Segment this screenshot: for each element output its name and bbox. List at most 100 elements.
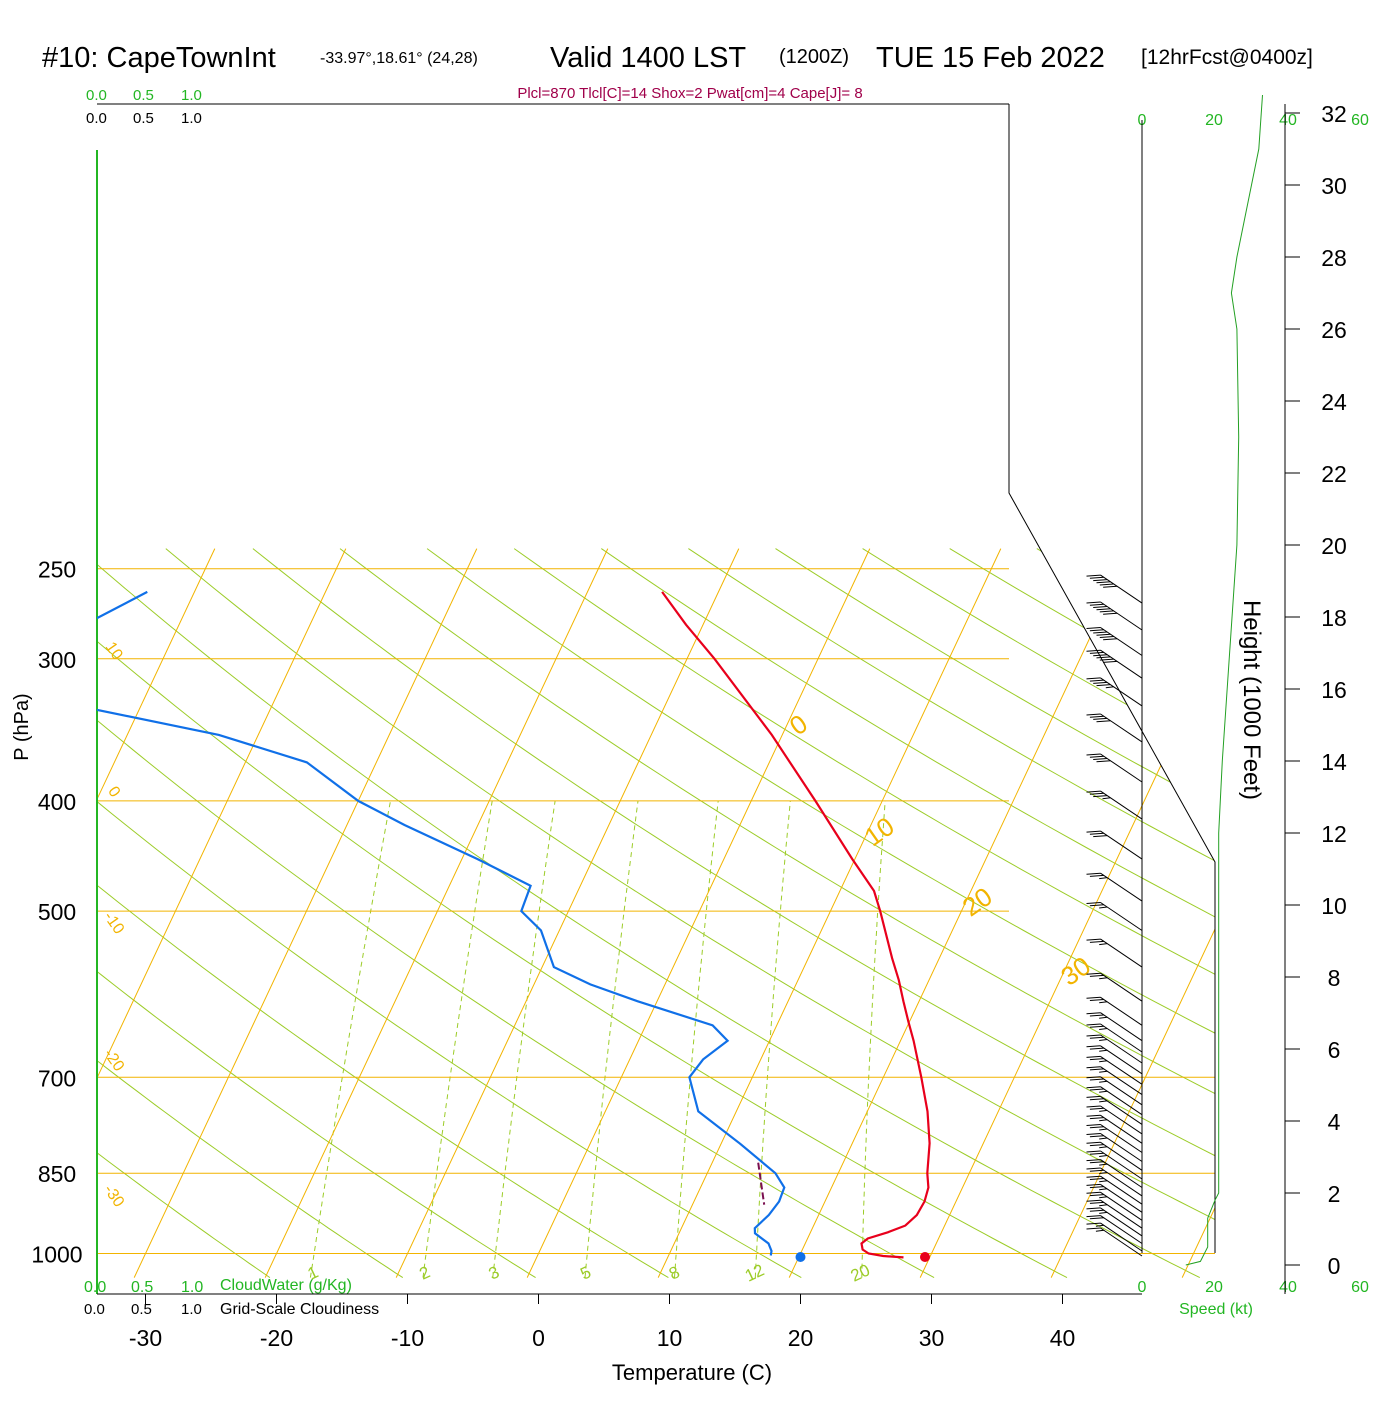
speed-scale-bottom: 0 20 40 60 Speed (kt)	[1138, 1279, 1369, 1318]
x-tick-label: 20	[788, 1325, 814, 1351]
height-tick-label: 2	[1328, 1181, 1341, 1207]
wind-barb	[1087, 754, 1143, 782]
isotherm	[789, 549, 1132, 1278]
pressure-tick-label: 300	[38, 647, 76, 673]
mixing-ratio-label: 8	[666, 1262, 683, 1283]
cloudwater-tick: 0.0	[84, 1279, 106, 1296]
isotherm-label: 20	[957, 881, 998, 922]
height-tick-label: 6	[1328, 1037, 1341, 1063]
wind-barb	[1087, 714, 1143, 742]
sounding-profiles	[4, 592, 930, 1258]
pressure-tick-label: 250	[38, 557, 76, 583]
mixing-ratio-line	[585, 801, 638, 1278]
mixing-ratio-label: 20	[848, 1260, 873, 1285]
isotherm-label: -30	[100, 1182, 127, 1211]
cloudwater-tick: 1.0	[181, 87, 202, 104]
mixing-ratio-label: 12	[742, 1260, 767, 1285]
wind-barb	[1087, 973, 1143, 1001]
x-tick-label: -30	[129, 1325, 162, 1351]
x-tick-label: -20	[260, 1325, 293, 1351]
wind-barb	[1087, 1087, 1143, 1115]
height-tick-label: 0	[1328, 1253, 1341, 1279]
pressure-tick-label: 850	[38, 1161, 76, 1187]
cloudwater-tick: 0.0	[86, 87, 107, 104]
height-tick-label: 32	[1321, 101, 1347, 127]
height-tick-label: 8	[1328, 965, 1341, 991]
isotherm-label: 0	[784, 708, 813, 741]
isotherm	[265, 549, 608, 1278]
x-tick-label: 0	[532, 1325, 545, 1351]
mixing-ratio-label: 5	[577, 1262, 594, 1283]
isotherm-label: -10	[100, 909, 127, 938]
dry-adiabat	[0, 549, 934, 1278]
isotherm	[527, 549, 870, 1278]
height-tick-label: 12	[1321, 821, 1347, 847]
frame-right	[1009, 104, 1215, 1253]
mixing-ratio-line	[310, 801, 390, 1278]
station-title: #10: CapeTownInt	[42, 42, 276, 74]
y2-axis-title: Height (1000 Feet)	[1238, 600, 1265, 800]
dry-adiabat	[863, 549, 1400, 1278]
dry-adiabat	[1298, 549, 1400, 1278]
wind-barb	[1087, 1096, 1143, 1124]
mixing-ratio-label: 2	[416, 1262, 433, 1283]
speed-tick: 60	[1351, 112, 1369, 129]
wind-barb	[1087, 1208, 1143, 1236]
height-tick-label: 22	[1321, 461, 1347, 487]
isotherm-label: 10	[859, 811, 900, 852]
wind-barb	[1087, 997, 1143, 1025]
isotherm	[396, 549, 739, 1278]
height-tick-label: 20	[1321, 533, 1347, 559]
valid-time: Valid 1400 LST	[550, 42, 746, 74]
cloudiness-tick: 1.0	[181, 1301, 202, 1318]
plot-frame	[97, 104, 1215, 1294]
sounding-indices: Plcl=870 Tlcl[C]=14 Shox=2 Pwat[cm]=4 Ca…	[517, 85, 862, 102]
mixing-ratio-line	[862, 801, 885, 1278]
pressure-tick-label: 700	[38, 1065, 76, 1091]
speed-tick: 20	[1205, 1279, 1223, 1296]
wind-barb	[1087, 628, 1143, 656]
mixing-ratio-label: 3	[486, 1262, 503, 1283]
cloudiness-label: Grid-Scale Cloudiness	[220, 1301, 379, 1318]
cloudwater-tick: 0.5	[133, 87, 154, 104]
height-tick-label: 4	[1328, 1109, 1341, 1135]
x-axis-title: Temperature (C)	[612, 1360, 772, 1385]
mixing-ratio-line	[755, 801, 790, 1278]
speed-label: Speed (kt)	[1179, 1301, 1253, 1318]
cloudwater-tick: 1.0	[181, 1279, 203, 1296]
wind-barb	[1087, 1077, 1143, 1105]
dry-adiabat	[1385, 549, 1400, 1278]
dry-adiabat	[776, 549, 1400, 1278]
dry-adiabat	[0, 549, 801, 1278]
dry-adiabat	[0, 549, 668, 1278]
dry-adiabat	[0, 549, 1067, 1278]
wind-barb	[1087, 650, 1143, 678]
cloud-scale-top: 0.0 0.5 1.0 0.0 0.5 1.0	[86, 87, 202, 127]
surface-dewpoint-dot	[796, 1252, 806, 1262]
height-tick-label: 14	[1321, 749, 1347, 775]
height-tick-label: 24	[1321, 389, 1347, 415]
dry-adiabat	[166, 549, 1333, 1278]
speed-tick: 40	[1279, 112, 1297, 129]
wind-barb	[1087, 1106, 1143, 1134]
cloudwater-label: CloudWater (g/Kg)	[220, 1277, 352, 1294]
cloudwater-tick: 0.5	[131, 1279, 153, 1296]
utc-time: (1200Z)	[779, 46, 849, 68]
isotherm	[658, 549, 1001, 1278]
cloudiness-tick: 1.0	[181, 110, 202, 127]
speed-tick: 60	[1351, 1279, 1369, 1296]
isotherm-label: 30	[1055, 950, 1096, 991]
x-tick-label: 40	[1050, 1325, 1076, 1351]
isotherm	[134, 549, 477, 1278]
cloudiness-tick: 0.0	[84, 1301, 105, 1318]
background-grid	[0, 549, 1400, 1278]
isotherm-label: -20	[100, 1046, 127, 1075]
x-tick-label: -10	[391, 1325, 424, 1351]
isotherm-label: 0	[104, 784, 123, 801]
wind-barb	[1087, 602, 1143, 630]
height-tick-label: 28	[1321, 245, 1347, 271]
